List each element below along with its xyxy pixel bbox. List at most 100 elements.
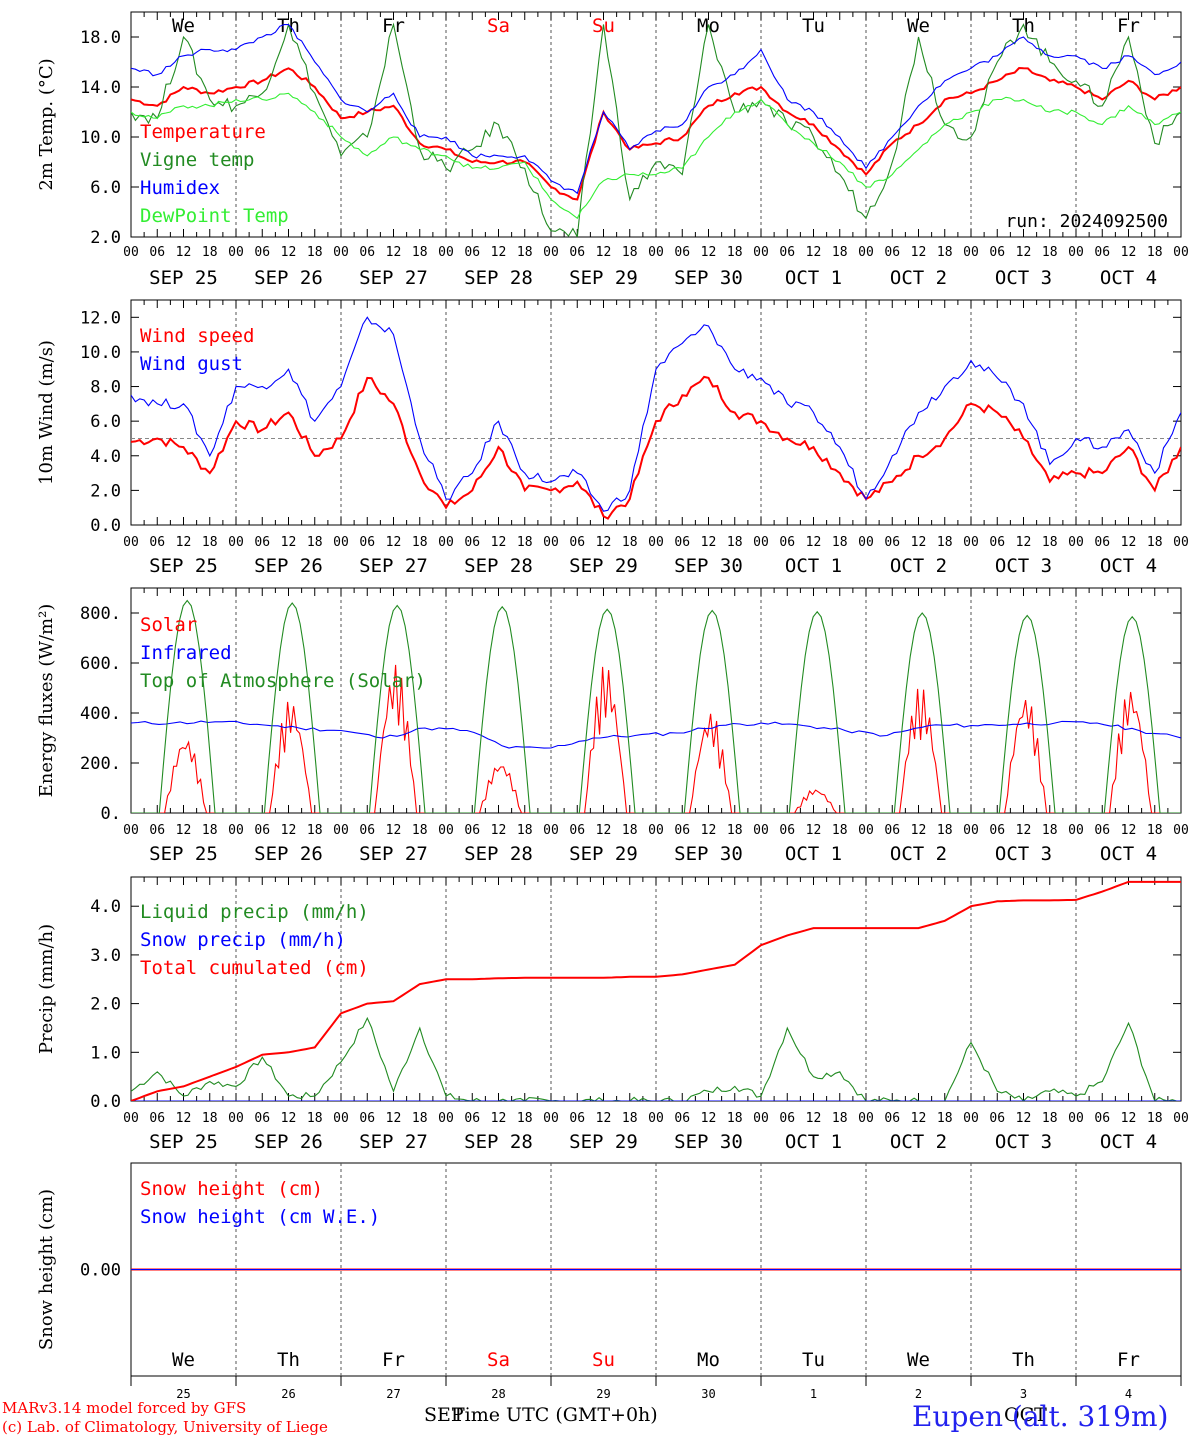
x-hour-label: 12 xyxy=(491,1111,507,1126)
x-day-label: SEP 26 xyxy=(254,1131,323,1153)
x-hour-label: 00 xyxy=(753,535,769,550)
x-hour-label: 18 xyxy=(1042,245,1058,260)
x-hour-label: 00 xyxy=(648,1111,664,1126)
bottom-day-number: 4 xyxy=(1125,1387,1132,1401)
x-hour-label: 12 xyxy=(491,823,507,838)
x-hour-label: 18 xyxy=(1147,245,1163,260)
x-hour-label: 12 xyxy=(386,245,402,260)
x-day-label: SEP 27 xyxy=(359,267,428,289)
x-hour-label: 18 xyxy=(307,1111,323,1126)
y-axis-label: Energy fluxes (W/m²) xyxy=(36,604,57,798)
x-hour-label: 00 xyxy=(543,245,559,260)
x-hour-label: 00 xyxy=(228,1111,244,1126)
station-label: Eupen (alt. 319m) xyxy=(912,1400,1169,1433)
legend-entry: Wind gust xyxy=(140,353,243,375)
x-hour-label: 18 xyxy=(517,823,533,838)
y-tick-label: 1.0 xyxy=(90,1043,121,1063)
x-day-label: SEP 25 xyxy=(149,1131,218,1153)
x-hour-label: 00 xyxy=(123,535,139,550)
x-hour-label: 06 xyxy=(149,1111,165,1126)
x-hour-label: 18 xyxy=(727,1111,743,1126)
x-hour-label: 00 xyxy=(123,245,139,260)
x-hour-label: 00 xyxy=(123,823,139,838)
footer-month-right: OCT xyxy=(1004,1404,1047,1426)
x-hour-label: 12 xyxy=(701,1111,717,1126)
x-hour-label: 12 xyxy=(1016,1111,1032,1126)
x-day-label: SEP 25 xyxy=(149,267,218,289)
x-day-label: SEP 28 xyxy=(464,555,533,577)
series-group xyxy=(131,316,1181,520)
y-tick-label: 2.0 xyxy=(90,995,121,1015)
x-hour-label: 18 xyxy=(517,1111,533,1126)
x-day-label: SEP 30 xyxy=(674,843,743,865)
x-hour-label: 18 xyxy=(412,535,428,550)
y-tick-label: 4.0 xyxy=(90,447,121,467)
x-hour-label: 00 xyxy=(438,245,454,260)
x-day-label: OCT 3 xyxy=(995,843,1052,865)
y-tick-label: 10.0 xyxy=(80,128,121,148)
series-group xyxy=(131,22,1181,237)
x-day-label: OCT 3 xyxy=(995,1131,1052,1153)
x-hour-label: 18 xyxy=(412,245,428,260)
weekday-label: Tu xyxy=(802,15,825,37)
x-hour-label: 18 xyxy=(1147,1111,1163,1126)
x-hour-label: 06 xyxy=(674,823,690,838)
x-day-label: OCT 3 xyxy=(995,267,1052,289)
x-hour-label: 00 xyxy=(228,535,244,550)
x-hour-label: 00 xyxy=(333,245,349,260)
footer-month-left: SEP xyxy=(424,1404,464,1426)
y-tick-label: 2.0 xyxy=(90,228,121,248)
x-hour-label: 06 xyxy=(1094,1111,1110,1126)
x-hour-label: 06 xyxy=(464,823,480,838)
x-hour-label: 00 xyxy=(753,823,769,838)
weekday-label: Tu xyxy=(802,1349,825,1371)
x-hour-label: 06 xyxy=(989,535,1005,550)
y-tick-label: 3.0 xyxy=(90,946,121,966)
x-day-label: OCT 2 xyxy=(890,843,947,865)
bottom-day-number: 1 xyxy=(810,1387,817,1401)
y-tick-label: 400. xyxy=(80,704,121,724)
x-hour-label: 12 xyxy=(386,1111,402,1126)
x-day-label: SEP 25 xyxy=(149,843,218,865)
weekday-label: We xyxy=(907,1349,930,1371)
x-day-label: OCT 4 xyxy=(1100,843,1157,865)
x-hour-label: 00 xyxy=(228,823,244,838)
x-hour-label: 18 xyxy=(202,1111,218,1126)
x-hour-label: 12 xyxy=(806,245,822,260)
bottom-day-number: 27 xyxy=(386,1387,400,1401)
plot-frame xyxy=(130,11,1182,238)
x-day-label: OCT 4 xyxy=(1100,555,1157,577)
x-hour-label: 12 xyxy=(176,245,192,260)
series-line-total-cumulated-cm xyxy=(131,880,1181,1101)
panel-snow: 0.00 Snow height (cm) We 25 Th 26 Fr 27 Sa 28 Su 29… xyxy=(36,1162,1182,1401)
x-day-label: SEP 30 xyxy=(674,267,743,289)
bottom-day-number: 30 xyxy=(701,1387,715,1401)
x-hour-label: 12 xyxy=(491,245,507,260)
x-hour-label: 00 xyxy=(963,1111,979,1126)
x-hour-label: 12 xyxy=(596,1111,612,1126)
x-hour-label: 06 xyxy=(674,245,690,260)
panel-temp: 2.0 6.0 10.0 14.0 18.0 2m Temp. (°C) 00 06 12 18 0… xyxy=(36,11,1189,289)
x-hour-label: 18 xyxy=(1042,1111,1058,1126)
x-hour-label: 18 xyxy=(202,535,218,550)
legend-entry: Top of Atmosphere (Solar) xyxy=(140,670,426,692)
x-hour-label: 00 xyxy=(963,245,979,260)
x-day-label: SEP 26 xyxy=(254,267,323,289)
x-day-label: SEP 29 xyxy=(569,843,638,865)
x-hour-label: 18 xyxy=(727,823,743,838)
y-tick-label: 8.0 xyxy=(90,378,121,398)
x-hour-label: 00 xyxy=(858,823,874,838)
y-tick-label: 0.0 xyxy=(90,1092,121,1112)
x-hour-label: 06 xyxy=(884,245,900,260)
weekday-label: Sa xyxy=(487,15,510,37)
y-tick-label: 2.0 xyxy=(90,481,121,501)
x-hour-label: 18 xyxy=(832,245,848,260)
bottom-day-number: 2 xyxy=(915,1387,922,1401)
x-hour-label: 12 xyxy=(281,535,297,550)
x-day-label: SEP 25 xyxy=(149,555,218,577)
x-day-label: SEP 26 xyxy=(254,555,323,577)
x-hour-label: 12 xyxy=(596,535,612,550)
legend-entry: Snow height (cm W.E.) xyxy=(140,1206,380,1228)
x-hour-label: 06 xyxy=(1094,823,1110,838)
